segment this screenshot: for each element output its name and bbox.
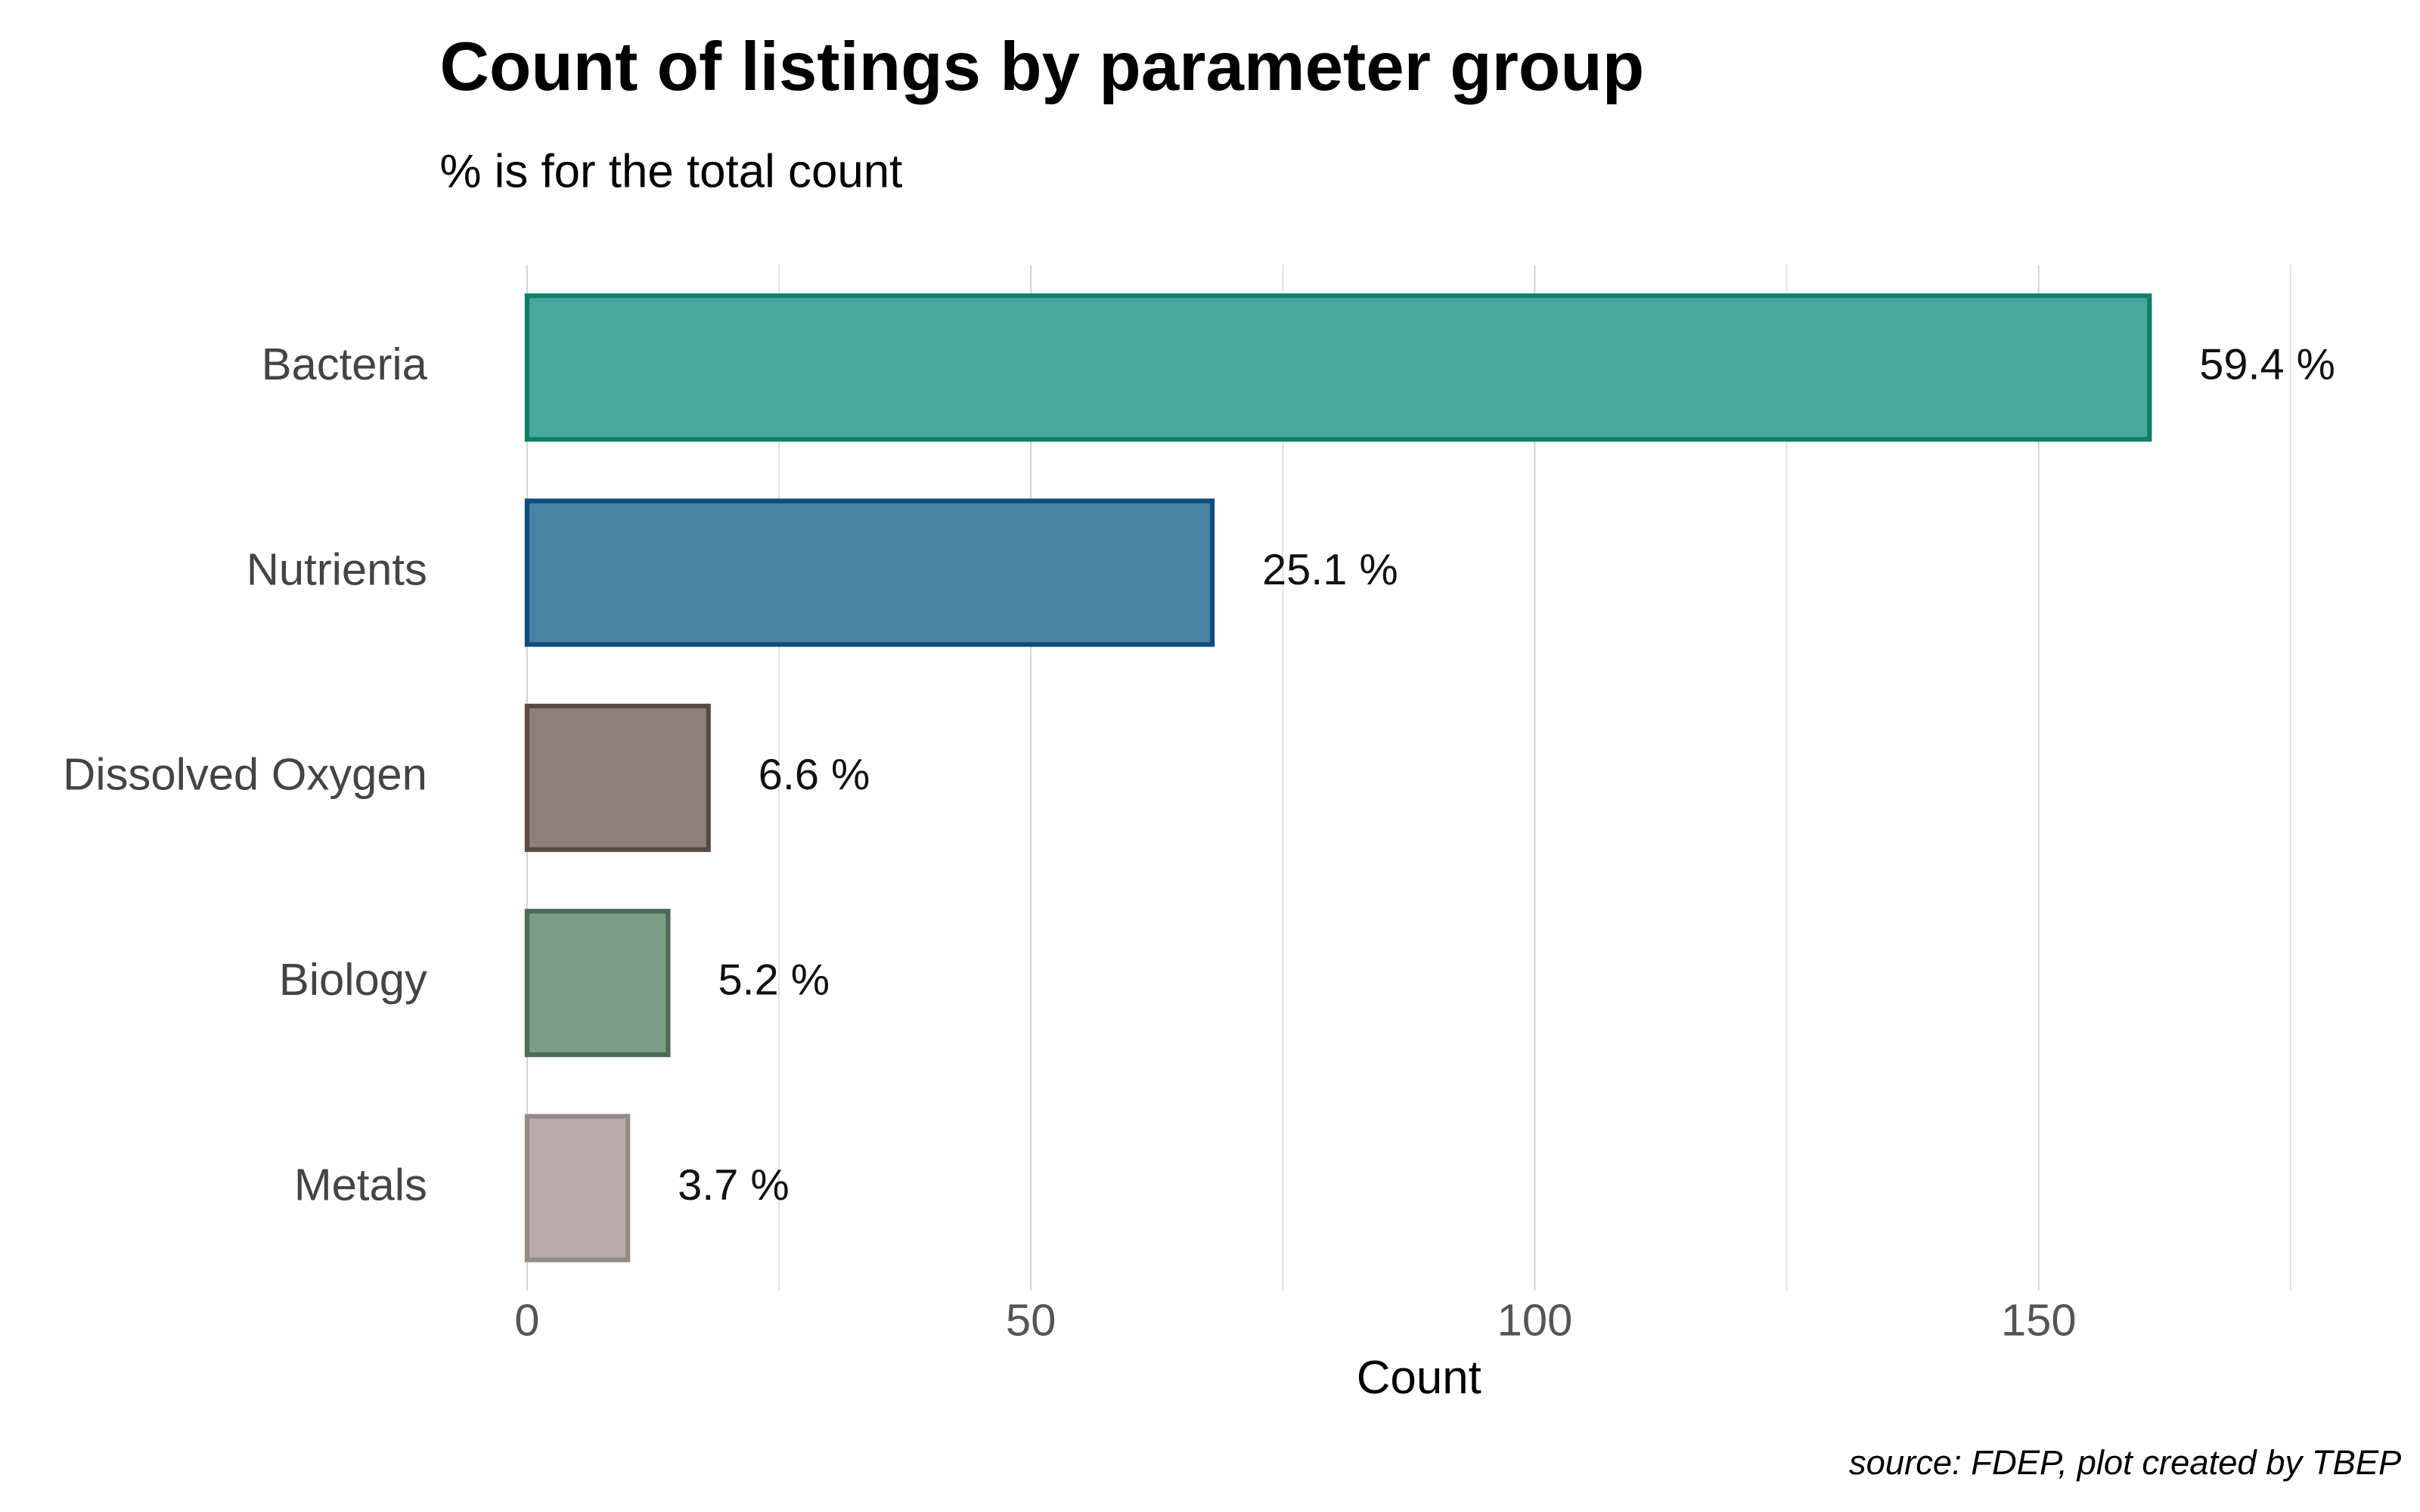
y-tick-label: Bacteria (262, 339, 428, 389)
y-tick-label: Biology (279, 954, 427, 1005)
x-tick-label: 100 (1497, 1294, 1573, 1345)
bar (524, 293, 2152, 442)
x-tick-label: 150 (2001, 1294, 2077, 1345)
x-tick-label: 50 (1006, 1294, 1056, 1345)
caption: source: FDEP, plot created by TBEP (1849, 1443, 2401, 1482)
bar (524, 1114, 631, 1263)
bar (524, 703, 711, 852)
data-label: 6.6 % (759, 751, 870, 799)
y-tick-label: Nutrients (247, 544, 427, 594)
chart-subtitle: % is for the total count (439, 145, 902, 197)
bar (524, 909, 671, 1058)
chart-title: Count of listings by parameter group (439, 29, 1644, 105)
x-tick-label: 0 (514, 1294, 539, 1345)
data-label: 25.1 % (1262, 546, 1398, 594)
data-label: 59.4 % (2199, 340, 2335, 389)
x-axis-label: Count (1357, 1352, 1481, 1404)
y-tick-label: Metals (294, 1159, 427, 1210)
data-label: 3.7 % (678, 1161, 790, 1210)
y-tick-label: Dissolved Oxygen (63, 749, 427, 800)
bar (524, 498, 1215, 647)
data-label: 5.2 % (718, 956, 830, 1004)
